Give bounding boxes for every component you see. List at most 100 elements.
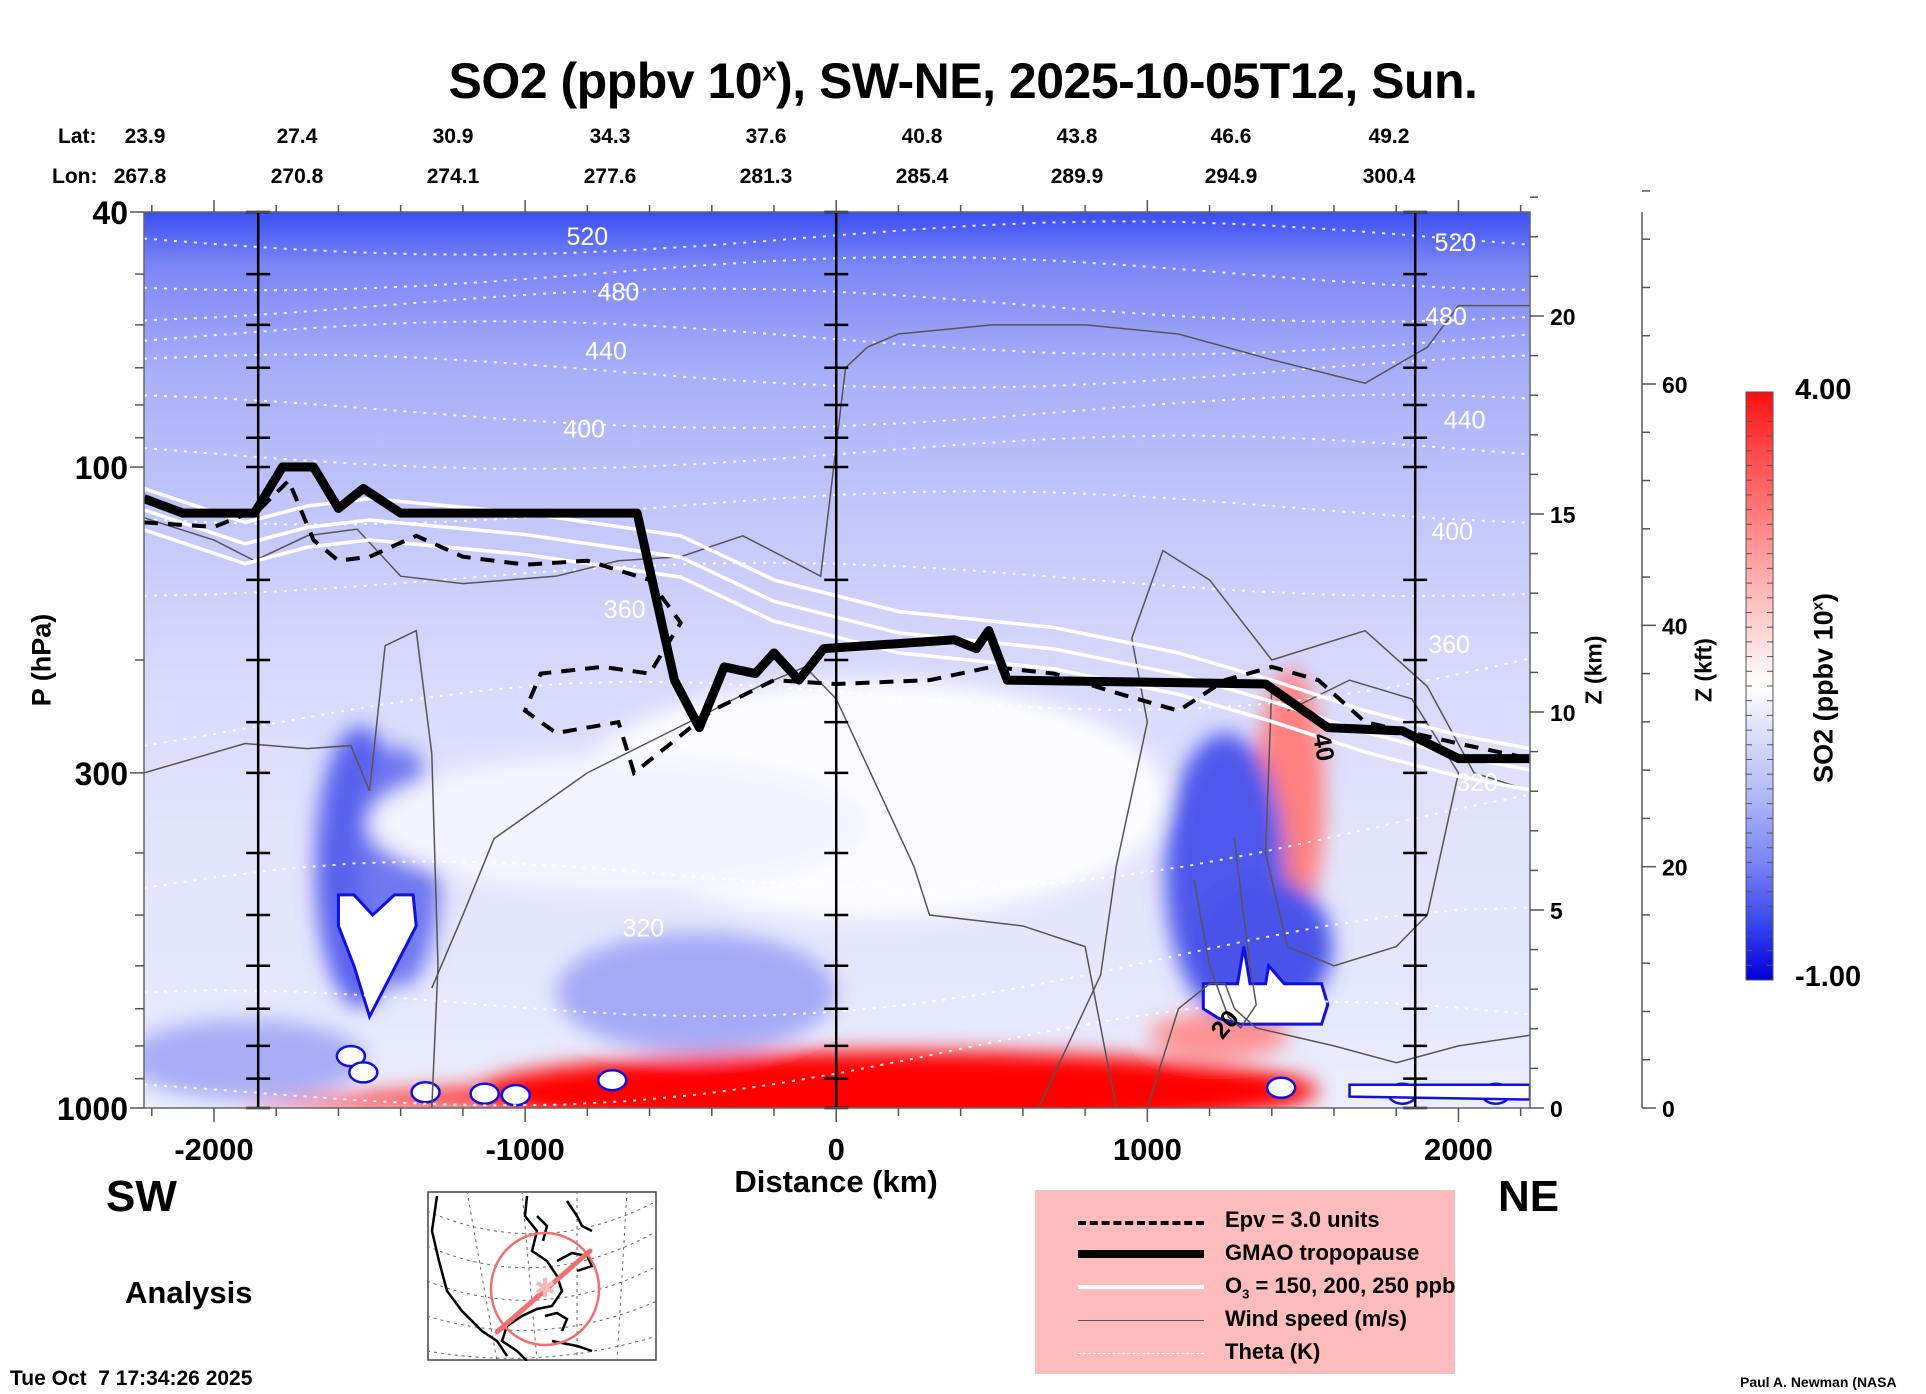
wind-speed-contour (1264, 679, 1460, 967)
x-axis-label: Distance (km) (734, 1164, 938, 1199)
theta-contour (144, 793, 1530, 890)
z-kft-tick-label: 60 (1662, 372, 1688, 398)
legend: Epv = 3.0 units GMAO tropopause O3 = 150… (1035, 1190, 1455, 1374)
so2-below-min-region (596, 1068, 628, 1092)
wind-speed-contour (1037, 549, 1530, 1108)
wind-speed-contour (144, 304, 1530, 585)
lat-value: 46.6 (1210, 125, 1252, 148)
credit-text: Paul A. Newman (NASA (1740, 1374, 1897, 1390)
theta-contour (144, 353, 1530, 389)
x-tick-label: 2000 (1424, 1132, 1493, 1167)
legend-item-wind: Wind speed (m/s) (1035, 1306, 1455, 1336)
z-km-tick-label: 0 (1550, 1096, 1563, 1122)
so2-below-min-region (410, 1081, 441, 1104)
theta-contour (144, 393, 1530, 429)
theta-label: 480 (598, 279, 640, 307)
lon-label: Lon: (52, 165, 98, 188)
so2-below-min-region (1265, 1076, 1297, 1100)
lon-value: 289.9 (1050, 165, 1104, 188)
so2-minimum (144, 1019, 366, 1100)
x-tick-label: 1000 (1113, 1132, 1182, 1167)
lon-value: 285.4 (895, 165, 949, 188)
chart-title: SO2 (ppbv 10x), SW-NE, 2025-10-05T12, Su… (448, 53, 1478, 109)
theta-contour (144, 320, 1530, 356)
timestamp: Tue Oct 7 17:34:26 2025 (10, 1367, 253, 1390)
theta-label: 520 (1434, 229, 1476, 257)
map-track-line (494, 1248, 593, 1335)
direction-label-sw: SW (106, 1172, 177, 1221)
theta-contour (144, 1000, 1530, 1107)
colorbar-min-label: -1.00 (1795, 961, 1862, 993)
z-km-tick-label: 5 (1550, 898, 1563, 924)
lat-value: 23.9 (124, 125, 166, 148)
wind-speed-contour (144, 629, 439, 1108)
so2-minimum (556, 932, 837, 1053)
y-axis-label: P (hPa) (26, 613, 57, 707)
so2-minimum (1192, 876, 1333, 1017)
wind-speed-label: 40 (1307, 731, 1339, 763)
z-km-axis-label: Z (km) (1580, 635, 1607, 705)
legend-dotted-line-icon (1078, 1353, 1204, 1354)
theta-contour (144, 220, 1530, 256)
theta-label: 520 (566, 223, 608, 251)
theta-label: 480 (1425, 303, 1467, 331)
z-km-tick-label: 20 (1550, 304, 1576, 330)
map-inset: ✱ (427, 1191, 657, 1361)
y-tick-label: 100 (75, 450, 128, 486)
legend-dashed-line-icon (1078, 1221, 1204, 1225)
lat-label: Lat: (58, 125, 97, 148)
x-tick-label: 0 (828, 1132, 845, 1167)
theta-label: 440 (1444, 406, 1486, 434)
legend-thin-line-icon (1078, 1320, 1204, 1321)
lon-value: 300.4 (1362, 165, 1416, 188)
colorbar-label: SO2 (ppbv 10x) (1808, 593, 1839, 783)
theta-label: 360 (1428, 631, 1470, 659)
lat-value: 30.9 (432, 125, 474, 148)
x-tick-label: -1000 (485, 1132, 564, 1167)
lat-value: 43.8 (1056, 125, 1098, 148)
so2-surface-core (482, 1068, 1003, 1108)
legend-thick-line-icon (1078, 1250, 1204, 1258)
legend-item-tropopause: GMAO tropopause (1035, 1240, 1455, 1270)
wind-speed-contour (1146, 983, 1530, 1108)
y-tick-label: 1000 (57, 1091, 128, 1127)
theta-contour (144, 906, 1530, 1018)
theta-label: 440 (585, 338, 627, 366)
theta-label: 360 (604, 596, 646, 624)
y-tick-label: 300 (75, 756, 128, 792)
so2-below-min-region (1201, 946, 1330, 1026)
epv-contour (144, 477, 1530, 777)
legend-item-theta: Theta (K) (1035, 1339, 1455, 1369)
map-range-circle (489, 1231, 601, 1347)
theta-label: 400 (563, 416, 605, 444)
theta-contour (144, 561, 1530, 597)
theta-label: 400 (1431, 518, 1473, 546)
lon-value: 294.9 (1204, 165, 1258, 188)
z-kft-tick-label: 20 (1662, 855, 1688, 881)
analysis-label: Analysis (125, 1275, 253, 1310)
z-km-tick-label: 10 (1550, 700, 1576, 726)
so2-below-min-region (336, 893, 418, 1021)
so2-below-min-region (1348, 1083, 1530, 1101)
lat-value: 34.3 (589, 125, 631, 148)
theta-contour (144, 255, 1530, 292)
theta-contour (144, 490, 1530, 526)
z-kft-tick-label: 0 (1662, 1096, 1675, 1122)
wind-speed-contour (1193, 838, 1258, 1030)
z-kft-axis-label: Z (kft) (1690, 638, 1717, 702)
lat-value: 37.6 (745, 125, 787, 148)
theta-label: 320 (1456, 769, 1498, 797)
so2-below-min-region (469, 1082, 500, 1105)
legend-item-epv: Epv = 3.0 units (1035, 1207, 1455, 1237)
z-km-tick-label: 15 (1550, 502, 1576, 528)
lon-value: 267.8 (113, 165, 167, 188)
lon-value: 274.1 (426, 165, 480, 188)
theta-contour (144, 287, 1530, 323)
lon-value: 277.6 (583, 165, 637, 188)
colorbar-max-label: 4.00 (1795, 374, 1852, 406)
lat-value: 49.2 (1368, 125, 1410, 148)
so2-near-zero-region (368, 753, 869, 894)
map-center-star-icon: ✱ (534, 1273, 556, 1303)
lon-value: 270.8 (270, 165, 324, 188)
